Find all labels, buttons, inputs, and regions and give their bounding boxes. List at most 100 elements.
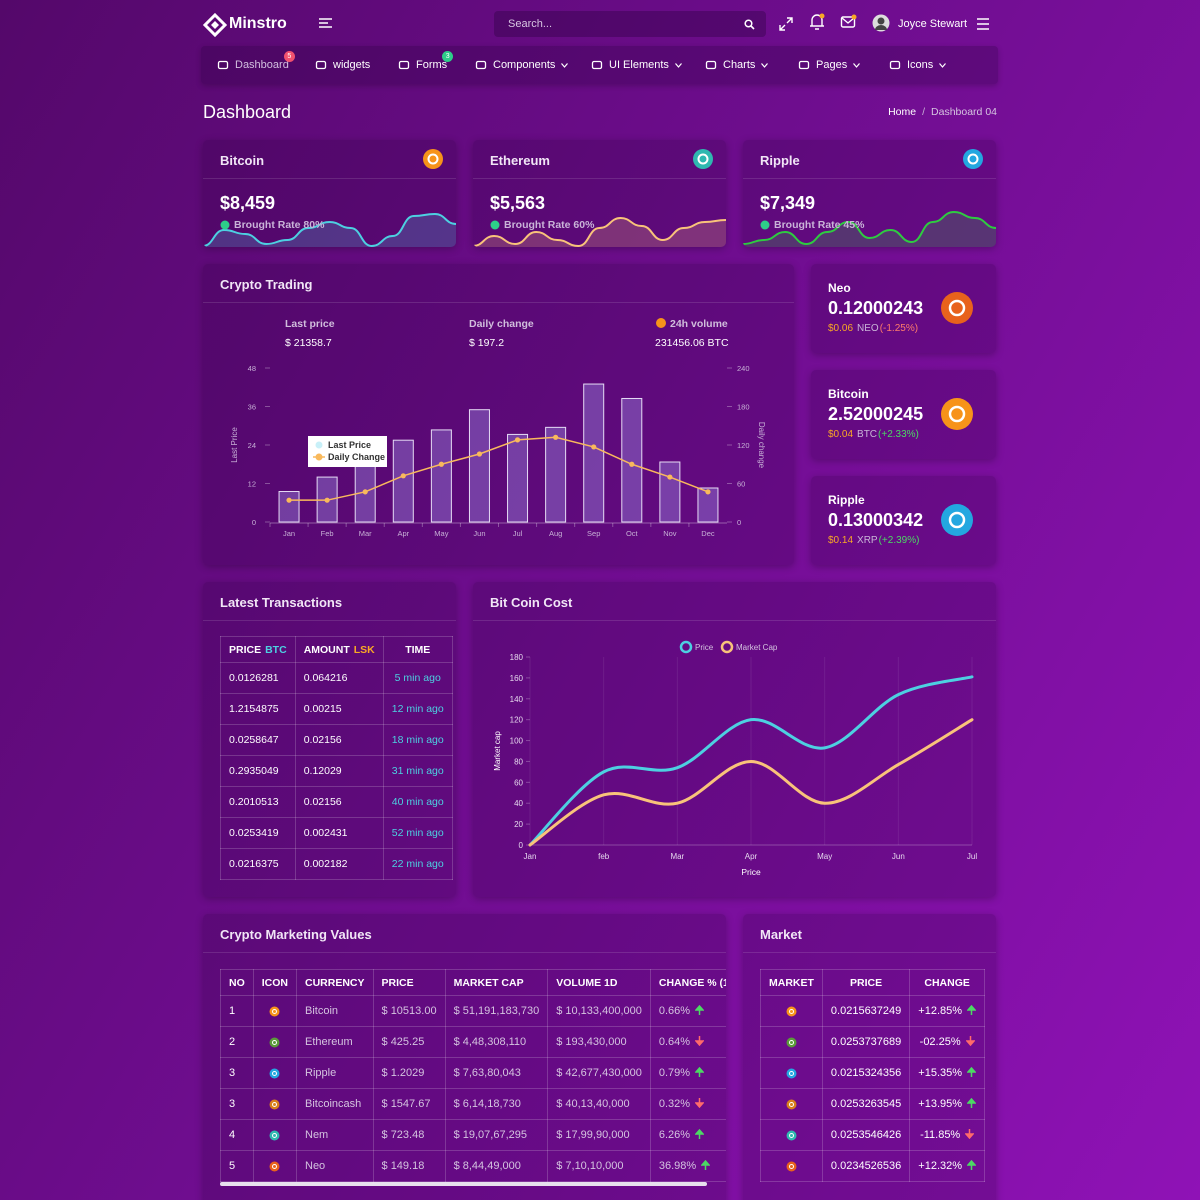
line bbox=[528, 675, 974, 847]
y-tick-label: 180 bbox=[510, 653, 524, 662]
nav-label[interactable]: Components bbox=[493, 59, 556, 71]
brand-logo bbox=[203, 13, 227, 37]
x-tick-label: Dec bbox=[701, 529, 715, 538]
nav-label[interactable]: Forms bbox=[416, 59, 448, 71]
nav-label[interactable]: UI Elements bbox=[609, 59, 669, 71]
cell-text: $ 723.48 bbox=[381, 1129, 425, 1141]
side-card-name: Neo bbox=[828, 281, 851, 295]
nav-item[interactable]: Dashboard 5 bbox=[217, 46, 295, 84]
divider bbox=[203, 952, 726, 953]
arrow-shape bbox=[694, 1004, 705, 1015]
scrollbar[interactable] bbox=[220, 1182, 707, 1186]
rate-icon bbox=[490, 220, 500, 230]
cell-text: 0.0253737689 bbox=[830, 1036, 902, 1048]
y2-axis-label: Daily change bbox=[757, 422, 766, 469]
trend-arrow bbox=[966, 1159, 977, 1170]
avatar[interactable] bbox=[872, 14, 890, 32]
y-tick-label: 24 bbox=[248, 441, 256, 450]
stat-value: $ 197.2 bbox=[469, 337, 504, 349]
coin-rate: Brought Rate 45% bbox=[760, 219, 864, 231]
table-cell: Ethereum bbox=[296, 1026, 374, 1058]
cell-text: Neo bbox=[305, 1160, 326, 1172]
table-row: 0.0253737689 -02.25% bbox=[760, 1026, 986, 1058]
breadcrumb-link[interactable]: Home bbox=[888, 106, 917, 118]
nav-item[interactable]: widgets bbox=[315, 46, 370, 84]
table-cell: 40 min ago bbox=[382, 786, 453, 818]
cell-text: $ 19,07,67,295 bbox=[453, 1129, 527, 1141]
line-point bbox=[553, 434, 559, 440]
column-header: AMOUNT LSK bbox=[294, 636, 384, 663]
coin-icon-inner bbox=[788, 1070, 794, 1076]
coin-icon-shape bbox=[786, 1130, 797, 1141]
icon-cell bbox=[252, 1119, 298, 1151]
table-row: 0.2010513 0.02156 40 min ago bbox=[220, 786, 453, 818]
card-title: Latest Transactions bbox=[220, 595, 343, 610]
search-box[interactable]: Search... bbox=[494, 11, 766, 37]
nav-icon-shape bbox=[398, 60, 410, 70]
x-tick-label: May bbox=[817, 852, 832, 861]
coin-icon bbox=[269, 1130, 280, 1141]
caret bbox=[761, 62, 769, 68]
cell-text: +15.35% bbox=[918, 1067, 963, 1079]
table-row: 0.0234526536 +12.32% bbox=[760, 1150, 986, 1182]
menu-toggle[interactable] bbox=[318, 17, 334, 31]
cell-text: $ 7,63,80,043 bbox=[453, 1067, 521, 1079]
side-card-icon bbox=[941, 292, 973, 324]
table-cell: +12.32% bbox=[909, 1150, 986, 1182]
bar bbox=[659, 461, 681, 523]
cell-text: 0.0215324356 bbox=[830, 1067, 902, 1079]
rate-icon-shape bbox=[490, 220, 500, 230]
sidebar-toggle[interactable] bbox=[976, 17, 990, 31]
nav-icon-shape bbox=[591, 60, 603, 70]
nav-item[interactable]: Components bbox=[475, 46, 569, 84]
table-cell: Bitcoincash bbox=[296, 1088, 374, 1120]
nav-label[interactable]: Dashboard bbox=[235, 59, 289, 71]
coin-rate: Brought Rate 80% bbox=[220, 219, 324, 231]
line-point bbox=[362, 489, 368, 495]
nav-icon bbox=[398, 60, 410, 70]
legend-label: Last Price bbox=[328, 440, 371, 450]
nav-item[interactable]: Icons bbox=[889, 46, 947, 84]
x-tick-label: Apr bbox=[745, 852, 758, 861]
nav-item[interactable]: Pages bbox=[798, 46, 861, 84]
y-tick-label: 80 bbox=[514, 757, 523, 766]
coin-icon-inner bbox=[427, 153, 439, 165]
table-row: 5 Neo $ 149.18 $ 8,44,49,000 $ 7,10,10,000 36… bbox=[220, 1150, 726, 1182]
cell-text: $ 17,99,90,000 bbox=[556, 1129, 630, 1141]
nav-item[interactable]: Forms 3 bbox=[398, 46, 454, 84]
table-cell: $ 723.48 bbox=[372, 1119, 446, 1151]
cell-text: $ 40,13,40,000 bbox=[556, 1098, 630, 1110]
x-tick-label: Oct bbox=[626, 529, 639, 538]
line-point bbox=[324, 497, 330, 503]
rate-icon-shape bbox=[760, 220, 770, 230]
x-tick-label: Mar bbox=[670, 852, 684, 861]
coin-icon-shape bbox=[269, 1037, 280, 1048]
coin-icon bbox=[786, 1006, 797, 1017]
stat-label: Last price bbox=[285, 318, 335, 330]
table-cell: +12.85% bbox=[909, 995, 986, 1027]
nav-label[interactable]: Icons bbox=[907, 59, 934, 71]
trend-arrow bbox=[964, 1129, 975, 1140]
column-header: PRICE bbox=[821, 969, 911, 996]
nav-label[interactable]: Pages bbox=[816, 59, 848, 71]
nav-icon bbox=[889, 60, 901, 70]
mail-icon[interactable] bbox=[840, 14, 858, 32]
user-name[interactable]: Joyce Stewart bbox=[898, 18, 968, 30]
nav-label[interactable]: Charts bbox=[723, 59, 756, 71]
notification-icon[interactable] bbox=[809, 12, 827, 32]
nav-item[interactable]: UI Elements bbox=[591, 46, 682, 84]
brand[interactable]: Minstro bbox=[229, 15, 287, 32]
column-unit: BTC bbox=[265, 643, 287, 656]
coin-name: Ripple bbox=[760, 153, 800, 168]
nav-item[interactable]: Charts bbox=[705, 46, 769, 84]
caret bbox=[674, 62, 682, 68]
nav-label[interactable]: widgets bbox=[333, 59, 371, 71]
fullscreen-icon[interactable] bbox=[779, 17, 793, 31]
cell-text: 0.32% bbox=[658, 1098, 691, 1110]
table-row: 0.0216375 0.002182 22 min ago bbox=[220, 848, 453, 880]
table-cell: 3 bbox=[220, 1057, 254, 1089]
icon-cell bbox=[252, 1057, 298, 1089]
icon-cell bbox=[760, 1088, 823, 1120]
cell-text: Ripple bbox=[305, 1067, 337, 1079]
coin-card: Ripple $7,349 Brought Rate 45% bbox=[743, 140, 996, 247]
